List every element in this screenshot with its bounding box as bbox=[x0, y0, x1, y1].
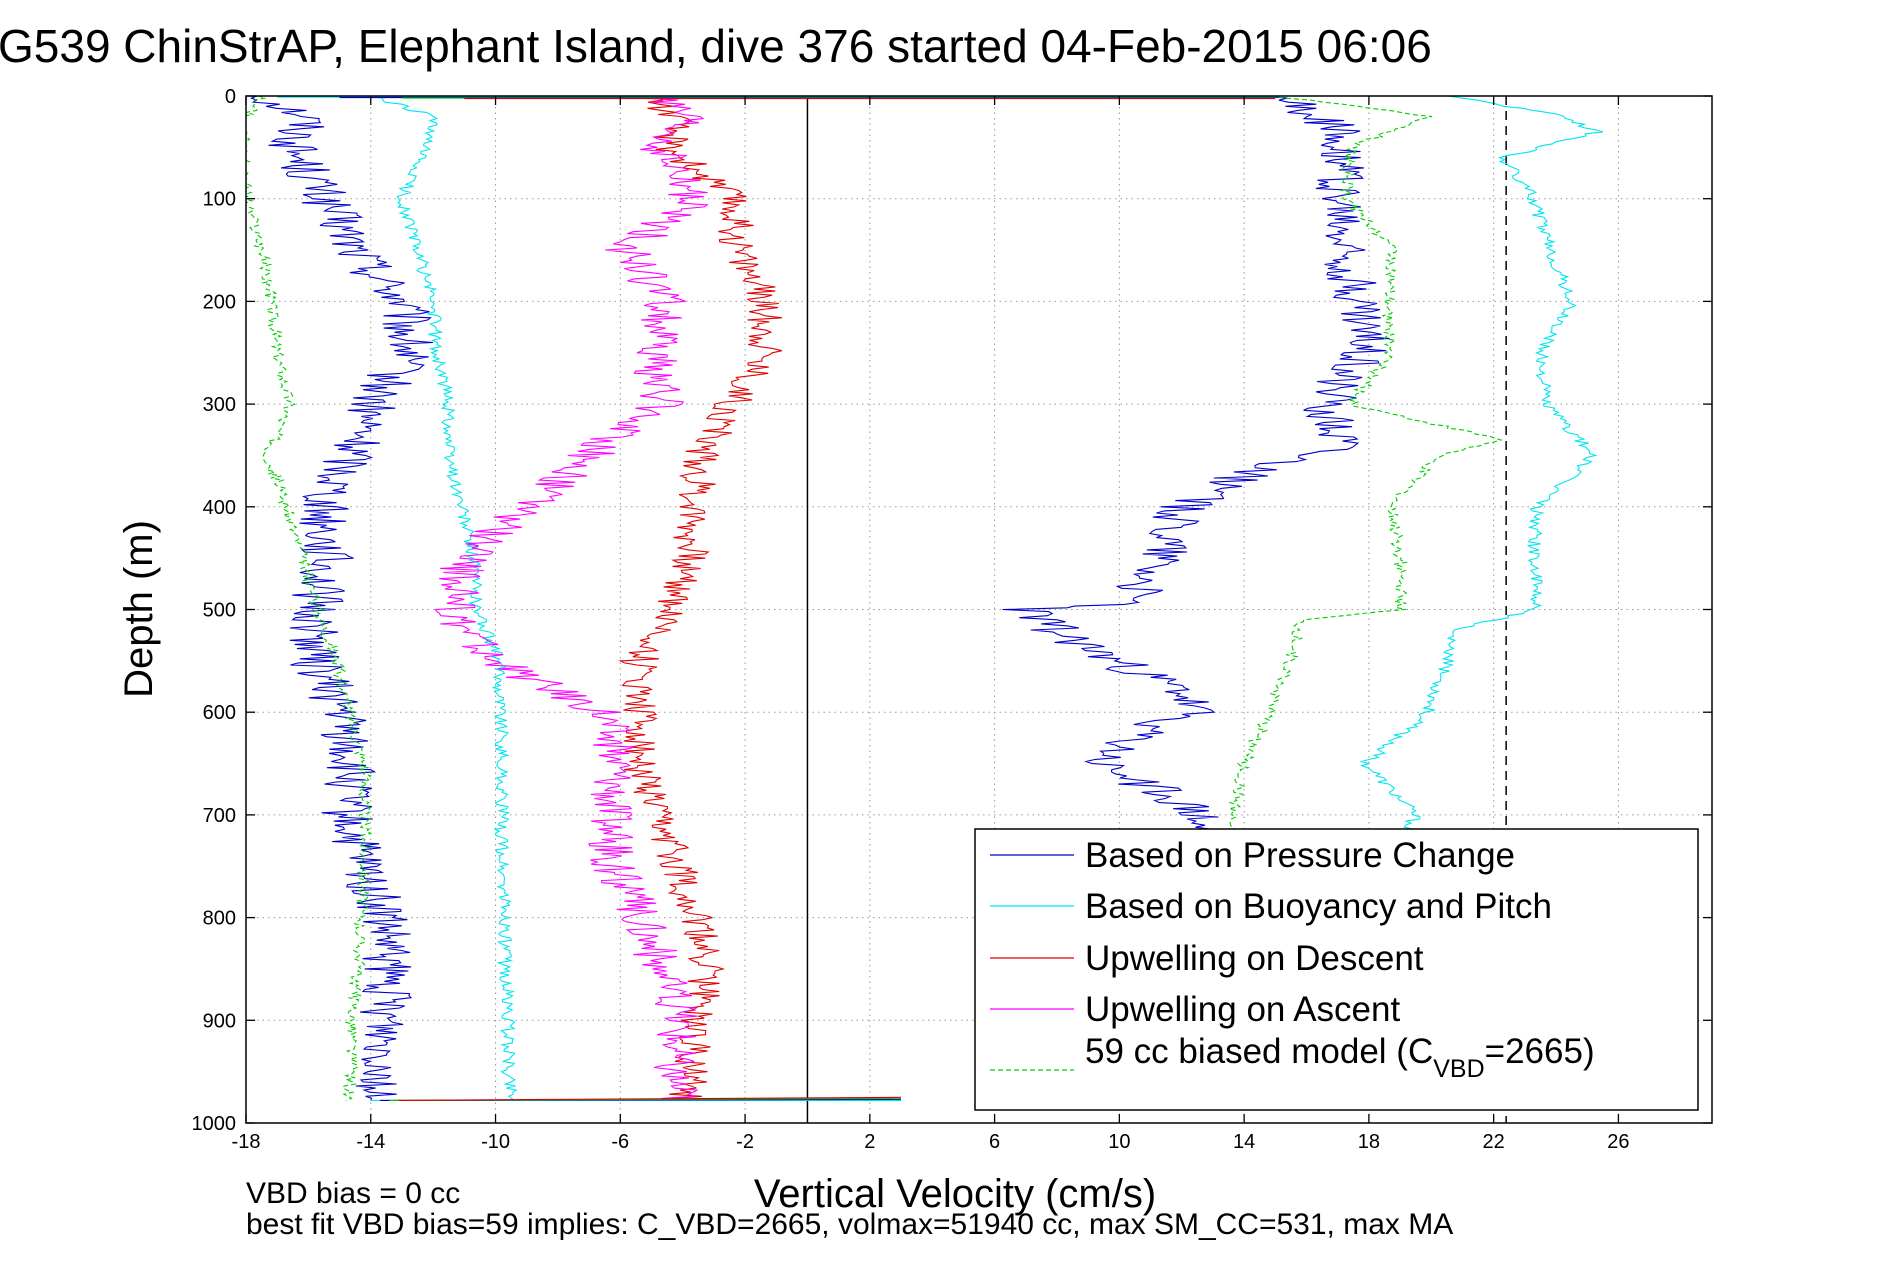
legend-label-text: Based on Buoyancy and Pitch bbox=[1085, 887, 1552, 926]
x-tick-label: 2 bbox=[864, 1131, 875, 1153]
legend-label-text: Upwelling on Descent bbox=[1085, 939, 1424, 978]
legend-item: Upwelling on Descent bbox=[990, 939, 1424, 978]
x-tick-label: 18 bbox=[1358, 1131, 1380, 1153]
y-tick-label: 100 bbox=[203, 189, 236, 211]
y-tick-label: 600 bbox=[203, 702, 236, 724]
legend-label: Upwelling on Ascent bbox=[1085, 990, 1400, 1029]
footer-best-fit: best fit VBD bias=59 implies: C_VBD=2665… bbox=[246, 1208, 1453, 1241]
y-tick-label: 500 bbox=[203, 600, 236, 622]
y-axis-label: Depth (m) bbox=[117, 520, 161, 698]
legend-item: Upwelling on Ascent bbox=[990, 990, 1400, 1029]
x-tick-label: 10 bbox=[1108, 1131, 1130, 1153]
x-tick-label: -10 bbox=[481, 1131, 510, 1153]
x-axis-label: Vertical Velocity (cm/s) bbox=[754, 1172, 1156, 1216]
y-tick-label: 700 bbox=[203, 805, 236, 827]
series-line bbox=[246, 96, 373, 1101]
footer-vbd-bias: VBD bias = 0 cc bbox=[246, 1177, 460, 1210]
legend-box bbox=[974, 828, 1699, 1111]
legend: Based on Pressure Change Based on Buoyanc… bbox=[974, 828, 1699, 1111]
series-line bbox=[434, 96, 709, 1101]
series-line bbox=[618, 96, 783, 1101]
series-line bbox=[1002, 96, 1390, 836]
y-tick-label: 900 bbox=[203, 1010, 236, 1032]
legend-item: 59 cc biased model (CVBD=2665) bbox=[990, 1032, 1595, 1083]
x-tick-label: 14 bbox=[1233, 1131, 1255, 1153]
legend-label-text: 59 cc biased model (C bbox=[1085, 1032, 1433, 1071]
legend-label: Based on Buoyancy and Pitch bbox=[1085, 887, 1552, 926]
legend-label: 59 cc biased model (CVBD=2665) bbox=[1085, 1032, 1595, 1083]
x-tick-label: -18 bbox=[232, 1131, 261, 1153]
chart-title: G539 ChinStrAP, Elephant Island, dive 37… bbox=[0, 20, 1432, 72]
legend-label-suffix: =2665) bbox=[1485, 1032, 1595, 1071]
legend-label-subscript: VBD bbox=[1433, 1055, 1484, 1083]
series-line bbox=[1359, 96, 1604, 836]
bottom-turnaround-line bbox=[398, 1096, 902, 1101]
legend-label-text: Upwelling on Ascent bbox=[1085, 990, 1400, 1029]
ticks: -18 -14 -10 -6 -2 2 6 10 14 18 22 26010020030040050… bbox=[192, 86, 1712, 1153]
x-tick-label: -2 bbox=[736, 1131, 754, 1153]
x-tick-label: 22 bbox=[1483, 1131, 1505, 1153]
y-tick-label: 400 bbox=[203, 497, 236, 519]
x-tick-label: -14 bbox=[356, 1131, 385, 1153]
legend-label: Based on Pressure Change bbox=[1085, 836, 1515, 875]
y-tick-label: 300 bbox=[203, 394, 236, 416]
series-line bbox=[249, 96, 433, 1101]
x-tick-label: 6 bbox=[989, 1131, 1000, 1153]
x-tick-label: 26 bbox=[1607, 1131, 1629, 1153]
y-tick-label: 800 bbox=[203, 908, 236, 930]
y-tick-label: 200 bbox=[203, 291, 236, 313]
series-line bbox=[368, 96, 518, 1101]
x-tick-label: -6 bbox=[611, 1131, 629, 1153]
legend-item: Based on Buoyancy and Pitch bbox=[990, 887, 1552, 926]
series-line bbox=[1226, 96, 1503, 836]
y-tick-label: 1000 bbox=[192, 1113, 237, 1135]
legend-label-text: Based on Pressure Change bbox=[1085, 836, 1515, 875]
legend-label: Upwelling on Descent bbox=[1085, 939, 1424, 978]
legend-item: Based on Pressure Change bbox=[990, 836, 1515, 875]
y-tick-label: 0 bbox=[225, 86, 236, 108]
